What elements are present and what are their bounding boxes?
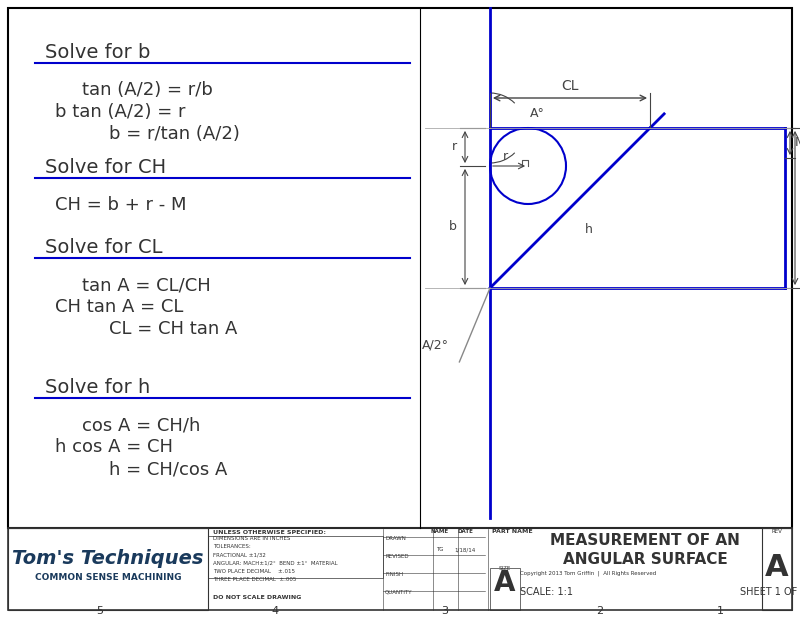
Text: 4: 4: [271, 606, 278, 616]
Text: A/2°: A/2°: [422, 338, 449, 351]
Text: COMMON SENSE MACHINING: COMMON SENSE MACHINING: [34, 574, 182, 583]
Text: r: r: [502, 150, 507, 163]
Text: h = CH/cos A: h = CH/cos A: [109, 460, 227, 478]
Text: Solve for CH: Solve for CH: [45, 158, 166, 177]
Text: A°: A°: [530, 107, 545, 120]
Text: CL = CH tan A: CL = CH tan A: [109, 320, 238, 338]
Text: CH = b + r - M: CH = b + r - M: [55, 196, 186, 214]
Text: 2: 2: [597, 606, 603, 616]
Text: DIMENSIONS ARE IN INCHES
TOLERANCES:
FRACTIONAL ±1/32
ANGULAR: MACH±1/2°  BEND ±: DIMENSIONS ARE IN INCHES TOLERANCES: FRA…: [213, 536, 338, 582]
Text: UNLESS OTHERWISE SPECIFIED:: UNLESS OTHERWISE SPECIFIED:: [213, 530, 326, 535]
Bar: [762, 528, 792, 610]
Text: CH tan A = CL: CH tan A = CL: [55, 298, 183, 316]
Text: b: b: [449, 221, 457, 234]
Text: DRAWN: DRAWN: [385, 536, 406, 541]
Text: SCALE: 1:1: SCALE: 1:1: [520, 587, 573, 597]
Text: SHEET 1 OF 1: SHEET 1 OF 1: [740, 587, 800, 597]
Bar: [208, 536, 383, 578]
Text: FINISH: FINISH: [385, 572, 403, 577]
Bar: [8, 8, 792, 528]
Text: SIZE: SIZE: [499, 566, 511, 571]
Text: MEASUREMENT OF AN
ANGULAR SURFACE: MEASUREMENT OF AN ANGULAR SURFACE: [550, 533, 740, 567]
Text: Solve for b: Solve for b: [45, 43, 150, 62]
Text: tan (A/2) = r/b: tan (A/2) = r/b: [82, 81, 213, 99]
Bar: [8, 528, 208, 610]
Text: NAME: NAME: [431, 529, 449, 534]
Text: Solve for h: Solve for h: [45, 378, 150, 397]
Text: Copyright 2013 Tom Griffin  |  All Rights Reserved: Copyright 2013 Tom Griffin | All Rights …: [520, 570, 656, 576]
Text: cos A = CH/h: cos A = CH/h: [82, 416, 200, 434]
Text: CL: CL: [562, 79, 578, 93]
Text: REVISED: REVISED: [385, 554, 409, 559]
Text: DO NOT SCALE DRAWING: DO NOT SCALE DRAWING: [213, 595, 302, 600]
Text: tan A = CL/CH: tan A = CL/CH: [82, 276, 210, 294]
Text: QUANTITY: QUANTITY: [385, 590, 413, 595]
Text: r: r: [452, 140, 457, 153]
Text: b = r/tan (A/2): b = r/tan (A/2): [109, 125, 240, 143]
Text: h: h: [585, 223, 593, 236]
Text: REV: REV: [771, 529, 782, 534]
Text: M: M: [795, 137, 800, 150]
Text: h cos A = CH: h cos A = CH: [55, 438, 173, 456]
Text: 3: 3: [442, 606, 449, 616]
Text: TG: TG: [436, 547, 444, 552]
Text: 1: 1: [717, 606, 723, 616]
Text: PART NAME: PART NAME: [492, 529, 533, 534]
Bar: [490, 568, 520, 610]
Text: b tan (A/2) = r: b tan (A/2) = r: [55, 103, 186, 121]
Text: A: A: [494, 569, 516, 597]
Text: Tom's Techniques: Tom's Techniques: [12, 549, 204, 567]
Text: 1/18/14: 1/18/14: [454, 547, 476, 552]
Bar: [8, 528, 792, 610]
Text: A: A: [765, 554, 789, 583]
Text: Solve for CL: Solve for CL: [45, 238, 162, 257]
Text: 5: 5: [97, 606, 103, 616]
Text: DATE: DATE: [457, 529, 473, 534]
